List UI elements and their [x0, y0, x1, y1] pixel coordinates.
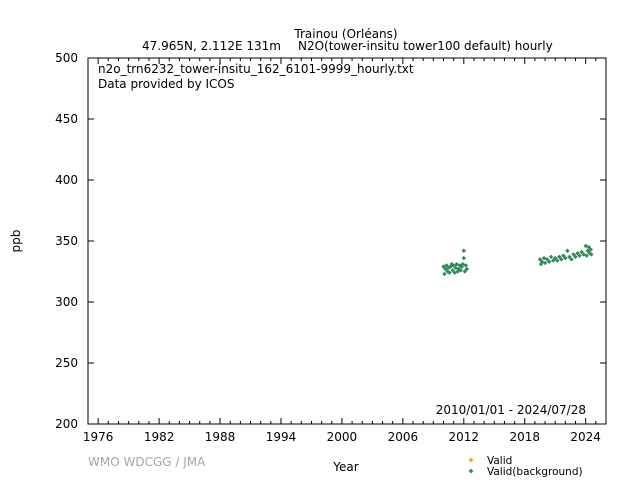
data-point — [444, 263, 449, 268]
chart-title: Trainou (Orléans) — [293, 27, 397, 41]
chart-subtitle-left: 47.965N, 2.112E 131m — [142, 39, 281, 53]
annotation-date-range: 2010/01/01 - 2024/07/28 — [436, 403, 586, 417]
x-tick-label: 2018 — [509, 430, 540, 444]
x-tick-label: 2006 — [388, 430, 419, 444]
data-point — [569, 257, 574, 262]
data-point — [555, 258, 560, 263]
y-tick-label: 300 — [55, 295, 78, 309]
data-points — [441, 243, 594, 277]
x-tick-label: 1976 — [83, 430, 114, 444]
y-axis: 200 250 300 350 400 450 500 — [55, 51, 606, 431]
y-tick-label: 250 — [55, 356, 78, 370]
x-axis-label: Year — [332, 460, 358, 474]
legend-marker-valid — [468, 457, 474, 463]
y-tick-label: 350 — [55, 234, 78, 248]
x-tick-label: 1994 — [266, 430, 297, 444]
y-axis-label: ppb — [9, 230, 23, 253]
data-point — [542, 260, 548, 266]
data-point — [461, 255, 467, 261]
x-tick-label: 2012 — [449, 430, 480, 444]
data-point — [567, 254, 572, 260]
x-tick-label: 1988 — [205, 430, 236, 444]
data-point — [447, 270, 452, 275]
data-point — [586, 244, 591, 250]
legend-marker-background — [468, 468, 474, 474]
data-point — [541, 255, 547, 261]
data-point — [442, 271, 447, 277]
y-tick-label: 200 — [55, 417, 78, 431]
data-point — [544, 257, 550, 262]
data-point — [539, 259, 545, 264]
data-point — [584, 253, 589, 258]
data-point — [553, 255, 558, 261]
data-point — [550, 258, 556, 263]
data-point — [561, 253, 566, 258]
annotation-filename: n2o_trn6232_tower-insitu_162_6101-9999_h… — [98, 62, 414, 76]
y-tick-label: 400 — [55, 173, 78, 187]
y-tick-label: 450 — [55, 112, 78, 126]
x-tick-label: 1982 — [144, 430, 175, 444]
y-tick-label: 500 — [55, 51, 78, 65]
data-point — [563, 255, 568, 261]
legend-label-valid: Valid — [487, 455, 512, 467]
chart-subtitle-right: N2O(tower-insitu tower100 default) hourl… — [298, 39, 553, 53]
data-point — [571, 252, 576, 257]
data-point — [573, 254, 578, 260]
x-tick-label: 2000 — [327, 430, 358, 444]
legend-label-background: Valid(background) — [487, 466, 583, 478]
watermark: WMO WDCGG / JMA — [88, 455, 206, 469]
legend: Valid Valid(background) — [468, 455, 583, 478]
data-point — [565, 248, 570, 253]
data-point — [577, 253, 582, 258]
data-point — [588, 247, 593, 252]
data-point — [463, 263, 469, 268]
data-point — [589, 252, 594, 257]
x-tick-label: 2024 — [570, 430, 601, 444]
annotation-provider: Data provided by ICOS — [98, 77, 234, 91]
data-point — [458, 268, 463, 273]
data-point — [546, 259, 552, 264]
data-point — [557, 254, 562, 260]
plot-frame — [87, 57, 607, 425]
data-point — [464, 266, 470, 272]
data-point — [548, 254, 554, 260]
data-point — [559, 257, 564, 262]
data-point — [461, 248, 467, 253]
data-point — [579, 249, 584, 255]
data-point — [450, 268, 455, 273]
x-axis: 1976 1982 1988 1994 2000 2006 2012 2018 2024 — [83, 58, 601, 444]
data-point — [462, 269, 468, 274]
data-point — [537, 257, 543, 262]
data-point — [575, 251, 580, 256]
